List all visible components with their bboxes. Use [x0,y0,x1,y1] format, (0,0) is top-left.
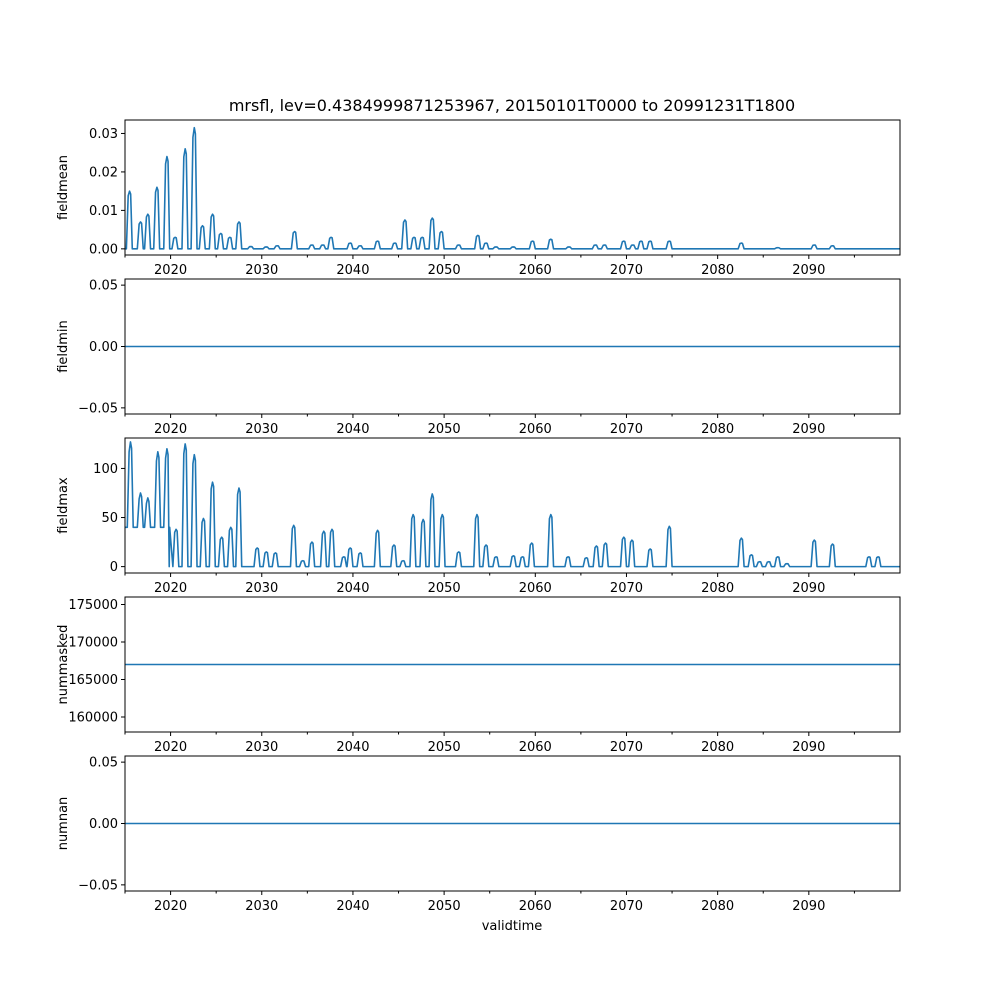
x-tick-label: 2020 [154,422,187,437]
panel-fieldmax: 0 50 100 2020 2030 2040 2050 2060 2070 2080 2090 fi… [56,437,901,596]
x-tick-label: 2070 [610,263,643,278]
x-tick-label: 2070 [610,740,643,755]
y-axis-label-fieldmax: fieldmax [56,477,71,534]
x-tick-label: 2060 [519,263,552,278]
y-tick-label: 100 [93,462,118,477]
series-line-fieldmax [125,441,900,568]
x-tick-label: 2030 [245,740,278,755]
y-tick-label: 165000 [68,673,118,688]
y-tick-label: 0.05 [89,756,118,771]
x-tick-label: 2060 [519,422,552,437]
x-tick-label: 2070 [610,899,643,914]
x-tick-label: 2090 [792,740,825,755]
x-tick-label: 2020 [154,263,187,278]
x-tick-label: 2050 [428,422,461,437]
x-tick-label: 2020 [154,740,187,755]
y-axis-label-fieldmean: fieldmean [56,155,71,220]
x-tick-label: 2090 [792,263,825,278]
x-tick-label: 2080 [701,899,734,914]
x-tick-label: 2080 [701,422,734,437]
y-tick-label: 0.03 [89,127,118,142]
y-tick-label: −0.05 [78,878,118,893]
axes-frame [124,119,901,256]
y-tick-label: 50 [101,511,118,526]
y-tick-label: 170000 [68,636,118,651]
x-tick-label: 2020 [154,899,187,914]
x-tick-label: 2090 [792,899,825,914]
x-tick-label: 2070 [610,581,643,596]
x-tick-label: 2050 [428,740,461,755]
x-tick-label: 2040 [336,422,369,437]
x-tick-label: 2040 [336,899,369,914]
x-tick-label: 2050 [428,581,461,596]
y-tick-label: 0.02 [89,165,118,180]
x-tick-label: 2050 [428,263,461,278]
panel-nummasked: 160000 165000 170000 175000 2020 2030 2040 2050… [56,596,901,755]
x-axis-label: validtime [482,919,543,934]
y-tick-label: 0.00 [89,817,118,832]
x-tick-label: 2040 [336,263,369,278]
y-tick-label: 0.00 [89,242,118,257]
y-tick-label: 0.00 [89,340,118,355]
x-tick-label: 2030 [245,899,278,914]
y-tick-label: 0 [110,560,118,575]
x-tick-label: 2060 [519,581,552,596]
axes-frame [124,596,901,733]
x-tick-label: 2030 [245,263,278,278]
x-tick-label: 2050 [428,899,461,914]
x-tick-label: 2080 [701,263,734,278]
x-tick-label: 2080 [701,740,734,755]
chart-title: mrsfl, lev=0.4384999871253967, 20150101T… [229,96,795,115]
x-tick-label: 2090 [792,422,825,437]
panel-fieldmean: 0.00 0.01 0.02 0.03 2020 2030 2040 2050 2060 2070… [56,119,901,278]
x-tick-label: 2020 [154,581,187,596]
y-tick-label: 160000 [68,711,118,726]
y-axis-label-fieldmin: fieldmin [56,320,71,373]
y-axis-label-numnan: numnan [56,797,71,851]
y-tick-label: 175000 [68,598,118,613]
panel-numnan: −0.05 0.00 0.05 2020 2030 2040 2050 2060 2070 208… [56,755,901,914]
series-line-fieldmean [125,126,900,250]
axes-frame [124,437,901,574]
x-tick-label: 2090 [792,581,825,596]
y-tick-label: 0.05 [89,279,118,294]
panel-fieldmin: −0.05 0.00 0.05 2020 2030 2040 2050 2060 2070 208… [56,278,901,437]
x-tick-label: 2030 [245,581,278,596]
x-tick-label: 2060 [519,899,552,914]
y-tick-label: −0.05 [78,401,118,416]
y-axis-label-nummasked: nummasked [56,625,71,705]
x-tick-label: 2040 [336,581,369,596]
x-tick-label: 2030 [245,422,278,437]
subplot-grid: 0.00 0.01 0.02 0.03 2020 2030 2040 2050 2060 2070… [56,119,901,914]
x-tick-label: 2080 [701,581,734,596]
x-tick-label: 2040 [336,740,369,755]
x-tick-label: 2070 [610,422,643,437]
y-tick-label: 0.01 [89,204,118,219]
x-tick-label: 2060 [519,740,552,755]
